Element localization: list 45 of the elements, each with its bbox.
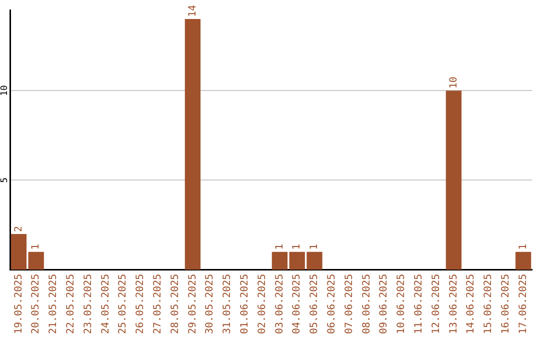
x-tick-label: 05.06.2025	[309, 274, 320, 334]
bar	[515, 252, 532, 270]
data-label: 1	[274, 244, 286, 250]
bar	[28, 252, 44, 270]
x-tick-label: 25.05.2025	[118, 274, 129, 334]
x-tick-label: 10.06.2025	[396, 274, 408, 334]
data-label: 1	[292, 244, 303, 250]
x-tick-label: 27.05.2025	[152, 274, 164, 334]
data-label: 14	[187, 4, 198, 17]
x-tick-label: 23.05.2025	[82, 274, 94, 334]
x-tick-label: 14.06.2025	[466, 274, 477, 334]
x-tick-label: 16.06.2025	[500, 274, 512, 334]
x-tick-label: 31.05.2025	[222, 274, 234, 334]
bar	[272, 252, 288, 270]
y-tick-label: 5	[0, 178, 10, 183]
x-tick-label: 30.05.2025	[204, 274, 216, 334]
data-label: 1	[30, 244, 42, 250]
bar	[184, 18, 201, 270]
x-tick-label: 04.06.2025	[292, 274, 303, 334]
x-tick-label: 06.06.2025	[326, 274, 338, 334]
x-tick-label: 13.06.2025	[448, 274, 460, 334]
x-tick-label: 08.06.2025	[361, 274, 372, 334]
x-tick-label: 22.05.2025	[65, 274, 76, 334]
x-tick-label: 15.06.2025	[483, 274, 494, 334]
x-tick-label: 20.05.2025	[30, 274, 42, 334]
x-tick-label: 09.06.2025	[378, 274, 390, 334]
x-tick-label: 12.06.2025	[430, 274, 442, 334]
data-label: 2	[13, 226, 24, 232]
bar	[446, 90, 462, 270]
x-tick-label: 11.06.2025	[413, 274, 424, 334]
x-tick-label: 02.06.2025	[256, 274, 268, 334]
data-label: 1	[309, 244, 320, 250]
x-tick-label: 19.05.2025	[13, 274, 24, 334]
x-tick-label: 17.06.2025	[518, 274, 529, 334]
x-tick-label: 01.06.2025	[239, 274, 250, 334]
data-label: 1	[518, 244, 529, 250]
data-label: 10	[448, 76, 460, 89]
x-tick-label: 03.06.2025	[274, 274, 286, 334]
x-tick-label: 26.05.2025	[135, 274, 146, 334]
x-tick-label: 28.05.2025	[170, 274, 181, 334]
x-tick-label: 24.05.2025	[100, 274, 112, 334]
bar	[10, 234, 27, 270]
x-tick-label: 29.05.2025	[187, 274, 198, 334]
x-tick-label: 07.06.2025	[344, 274, 355, 334]
x-tick-label: 21.05.2025	[48, 274, 60, 334]
